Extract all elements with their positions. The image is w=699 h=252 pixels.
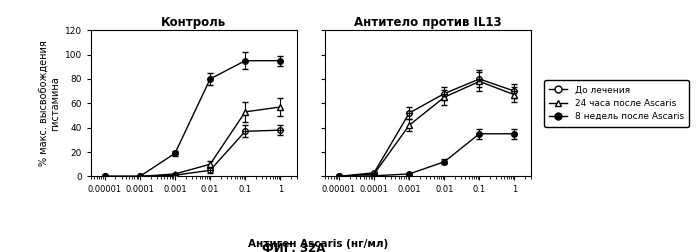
Text: ФИГ. 32А: ФИГ. 32А [262, 241, 325, 252]
Title: Антитело против IL13: Антитело против IL13 [354, 16, 502, 29]
Text: Антиген Ascaris (нг/мл): Антиген Ascaris (нг/мл) [248, 239, 388, 249]
Legend: До лечения, 24 часа после Ascaris, 8 недель после Ascaris: До лечения, 24 часа после Ascaris, 8 нед… [544, 80, 689, 127]
Title: Контроль: Контроль [161, 16, 226, 29]
Y-axis label: % макс. высвобождения
гистамина: % макс. высвобождения гистамина [39, 40, 60, 166]
